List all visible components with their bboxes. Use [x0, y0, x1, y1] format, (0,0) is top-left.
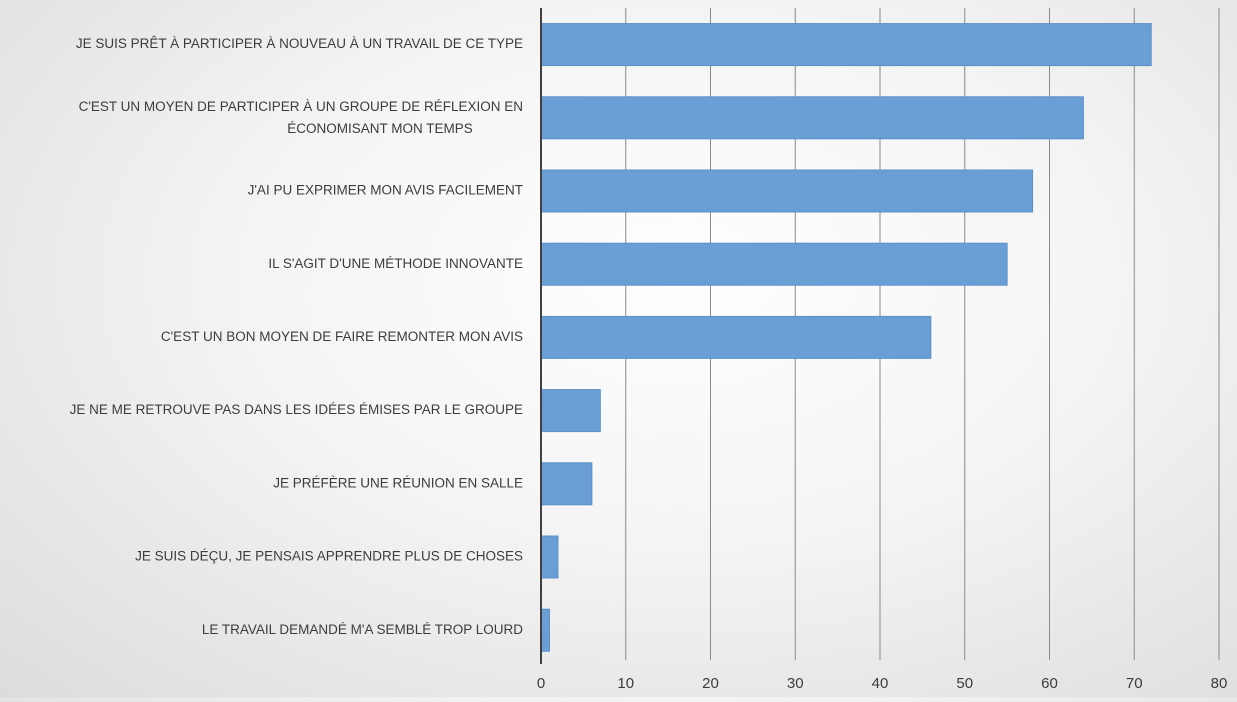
- category-label: J'AI PU EXPRIMER MON AVIS FACILEMENT: [248, 183, 523, 198]
- category-label: JE SUIS PRÊT À PARTICIPER À NOUVEAU À UN…: [76, 36, 523, 51]
- x-tick-label: 30: [787, 675, 804, 692]
- x-tick-label: 0: [537, 675, 545, 692]
- category-label-line: C'EST UN MOYEN DE PARTICIPER À UN GROUPE…: [79, 98, 523, 113]
- bar: [540, 96, 1084, 140]
- category-label: C'EST UN BON MOYEN DE FAIRE REMONTER MON…: [161, 329, 523, 344]
- category-label-line: ÉCONOMISANT MON TEMPS: [287, 120, 473, 135]
- x-tick-label: 40: [872, 675, 889, 692]
- category-label: JE PRÉFÈRE UNE RÉUNION EN SALLE: [273, 475, 523, 490]
- bar: [540, 242, 1008, 286]
- x-tick-label: 20: [702, 675, 719, 692]
- bar: [540, 23, 1152, 67]
- x-tick-label: 10: [617, 675, 634, 692]
- category-label: LE TRAVAIL DEMANDÉ M'A SEMBLÉ TROP LOURD: [202, 622, 523, 637]
- x-tick-label: 60: [1041, 675, 1058, 692]
- bar: [540, 315, 932, 359]
- category-label: JE NE ME RETROUVE PAS DANS LES IDÉES ÉMI…: [70, 402, 523, 417]
- bar: [540, 169, 1034, 213]
- bar: [540, 608, 550, 652]
- category-label: JE SUIS DÉÇU, JE PENSAIS APPRENDRE PLUS …: [135, 549, 523, 564]
- x-tick-label: 50: [956, 675, 973, 692]
- category-label: IL S'AGIT D'UNE MÉTHODE INNOVANTE: [268, 256, 523, 271]
- x-tick-label: 80: [1211, 675, 1228, 692]
- x-tick-label: 70: [1126, 675, 1143, 692]
- bar: [540, 462, 593, 506]
- bar: [540, 389, 601, 433]
- category-label: C'EST UN MOYEN DE PARTICIPER À UN GROUPE…: [79, 98, 523, 135]
- bar: [540, 535, 559, 579]
